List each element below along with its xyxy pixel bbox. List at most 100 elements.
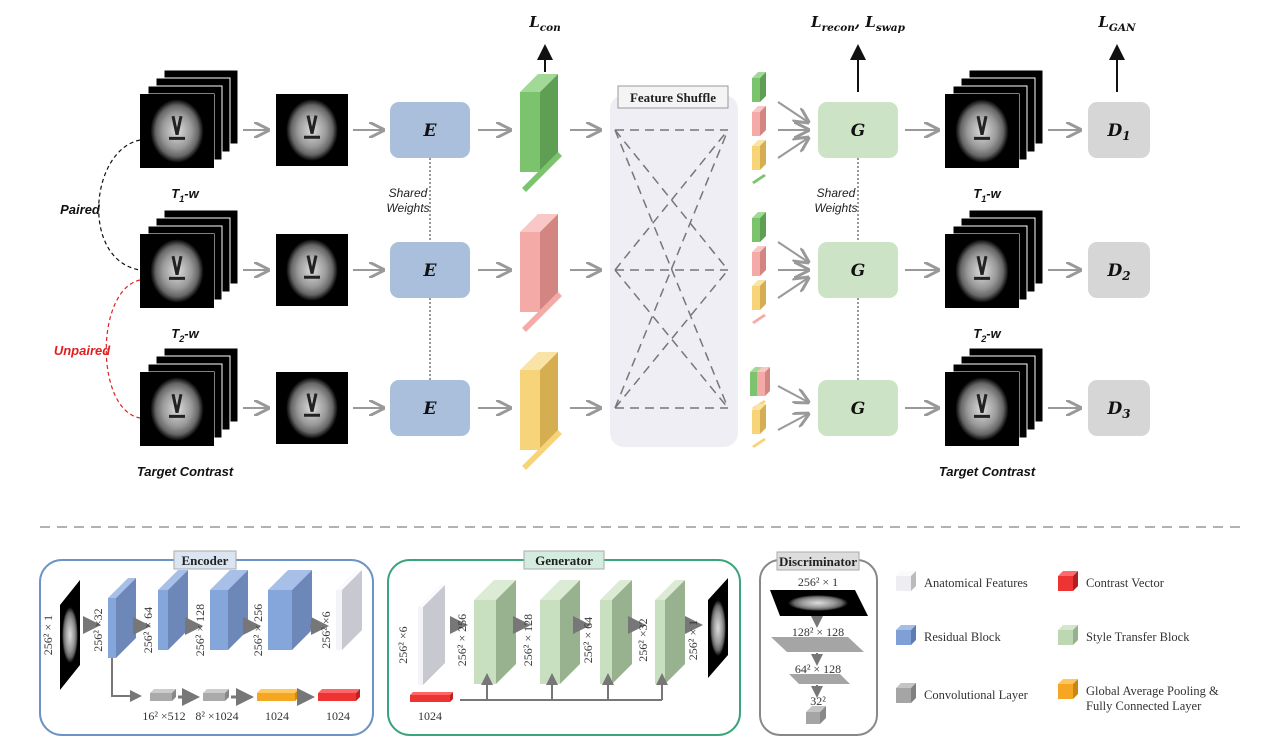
encoder-block [108, 578, 136, 658]
dimension-label: 256² ×6 [396, 626, 410, 663]
shuffled-content-block [752, 140, 766, 170]
encoder-block [336, 570, 362, 650]
shuffled-content-block [752, 106, 766, 136]
arrow [777, 414, 808, 431]
legend-label: Global Average Pooling & [1086, 684, 1219, 698]
mri-image [945, 94, 1019, 168]
style-transfer-block [655, 580, 685, 684]
arrow [777, 241, 808, 262]
branch-arrow [111, 658, 142, 702]
loss-gan: LGAN [1097, 13, 1136, 34]
encoder-branch-block [150, 689, 176, 701]
legend-swatch [896, 683, 916, 703]
generator-box [818, 242, 898, 298]
generator-label: G [851, 399, 866, 419]
style-vector [522, 292, 562, 332]
shared-weights-label: Weights [814, 201, 857, 215]
dimension-label: 256² × 256 [251, 604, 265, 656]
conv-layer [789, 674, 850, 684]
dimension-label: 64² × 128 [795, 662, 841, 676]
output-label: Target Contrast [939, 464, 1036, 479]
dimension-label: 256² × 1 [41, 615, 55, 655]
encoder-label: E [423, 121, 438, 141]
legend-label: Anatomical Features [924, 576, 1028, 590]
unpaired-label: Unpaired [54, 343, 111, 358]
style-transfer-block [474, 580, 516, 684]
mri-image [140, 234, 214, 308]
discriminator-title: Discriminator [779, 554, 857, 569]
loss-recon-swap: Lrecon, Lswap [810, 13, 906, 34]
dimension-label: 256² × 128 [193, 604, 207, 656]
legend-swatch [1058, 625, 1078, 645]
shuffle-path [614, 129, 729, 409]
shuffled-style-vector [752, 438, 766, 448]
encoder-block [210, 570, 248, 650]
encoder-title: Encoder [182, 553, 229, 568]
legend-label: Fully Connected Layer [1086, 699, 1202, 713]
generator-title-box [523, 550, 605, 570]
encoder-block [158, 570, 188, 650]
shuffled-content-block [752, 72, 766, 102]
discriminator-box [1088, 380, 1150, 436]
bottom-modules: Encoder 256² × 1 256² ×32 256² × 64 256² × 1… [39, 550, 1219, 736]
discriminator-label: D1 [1106, 121, 1130, 143]
dimension-label: 256² ×6 [319, 611, 333, 648]
shared-weights-label: Shared [817, 186, 856, 200]
arrow [777, 278, 808, 299]
style-transfer-block [540, 580, 580, 684]
style-vector [522, 152, 562, 192]
output-label: T1-w [973, 186, 1001, 204]
dimension-label: 1024 [418, 709, 442, 723]
legend-label: Style Transfer Block [1086, 630, 1190, 644]
dimension-label: 32² [810, 694, 826, 708]
shuffled-content-block [752, 280, 766, 310]
conv-output [806, 706, 826, 724]
loss-con: Lcon [528, 13, 561, 34]
legend-swatch [1058, 679, 1078, 699]
dimension-label: 128² × 128 [792, 625, 844, 639]
legend-label: Residual Block [924, 630, 1001, 644]
shuffled-content-block [757, 367, 770, 396]
encoder-box [390, 380, 470, 436]
output-mri-stack [944, 347, 1044, 447]
input-label: T1-w [171, 186, 199, 204]
legend-swatch [1058, 571, 1078, 591]
contrast-vector [410, 692, 453, 702]
arrow [777, 138, 808, 159]
mri-image [945, 372, 1019, 446]
generator-box [818, 102, 898, 158]
shared-weights-label: Weights [386, 201, 429, 215]
discriminator-box [1088, 242, 1150, 298]
shuffled-content-block [752, 212, 766, 242]
arrow [777, 385, 808, 402]
mri-image [945, 234, 1019, 308]
encoder-block [268, 570, 312, 650]
preprocessed-mri [276, 372, 348, 444]
conv-layer [771, 637, 864, 652]
top-pipeline: T1-w E G T1-w D1 T2-w E G T2-w D2 Target Contrast E… [54, 13, 1150, 479]
dimension-label: 256² × 64 [141, 607, 155, 653]
encoder-label: E [423, 399, 438, 419]
generator-box [818, 380, 898, 436]
shuffled-style-vector [752, 314, 766, 324]
paired-label: Paired [60, 202, 101, 217]
encoder-label: E [423, 261, 438, 281]
mri-image [140, 372, 214, 446]
dimension-label: 256² ×32 [636, 618, 650, 661]
legend-swatch [896, 571, 916, 591]
input-label: Target Contrast [137, 464, 234, 479]
input-label: T2-w [171, 326, 199, 344]
discriminator-label: D2 [1106, 261, 1130, 283]
mri-image [140, 94, 214, 168]
output-mri-stack [944, 69, 1044, 169]
shuffled-style-vector [752, 174, 766, 184]
style-vector [522, 430, 562, 470]
dimension-label: 1024 [326, 709, 350, 723]
content-feature-block [520, 352, 558, 450]
feature-shuffle-title-box [617, 85, 729, 109]
dimension-label: 256² × 256 [455, 614, 469, 666]
dimension-label: 256² × 1 [798, 575, 838, 589]
shuffled-content-block [752, 246, 766, 276]
encoder-box [390, 242, 470, 298]
